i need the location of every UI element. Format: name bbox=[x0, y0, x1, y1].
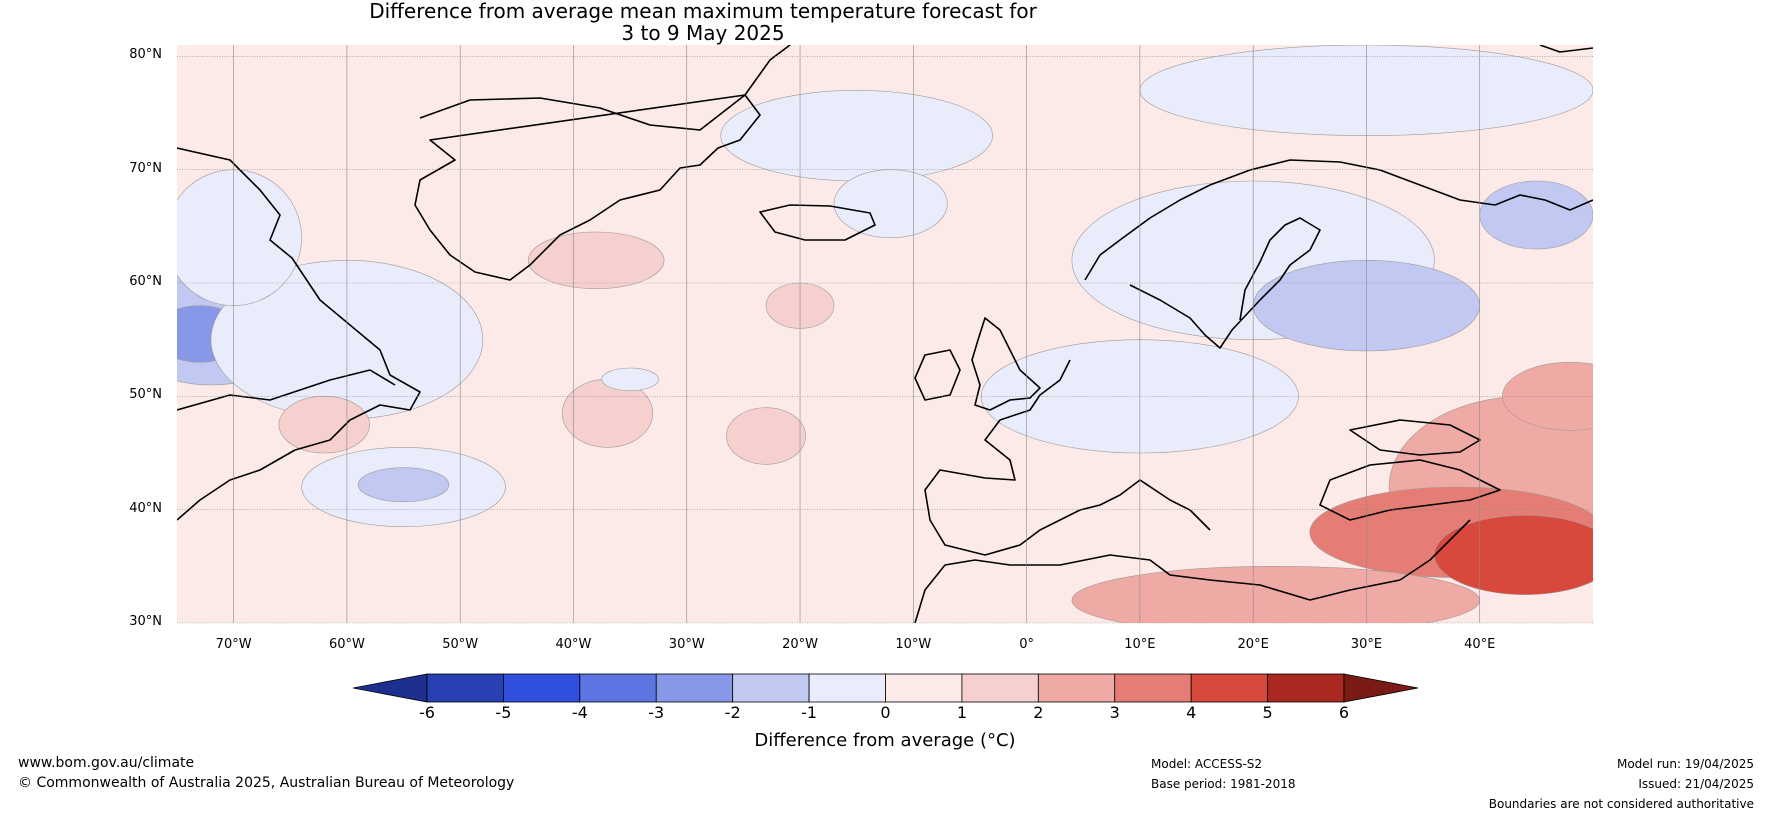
colorbar-tick-label: -6 bbox=[419, 703, 435, 722]
colorbar-tick-label: 1 bbox=[956, 703, 967, 722]
colorbar-tick-label: -5 bbox=[495, 703, 512, 722]
colorbar-tick-label: -3 bbox=[648, 703, 665, 722]
iceland-coastline bbox=[759, 204, 876, 241]
longitude-label: 70°W bbox=[215, 637, 252, 652]
turkey-coastline bbox=[1319, 419, 1501, 521]
longitude-label: 10°E bbox=[1124, 637, 1156, 652]
colorbar-tick-label: 3 bbox=[1109, 703, 1120, 722]
base-period-text: Base period: 1981-2018 bbox=[1151, 777, 1296, 791]
issued-text: Issued: 21/04/2025 bbox=[1638, 777, 1754, 791]
graticule bbox=[177, 45, 1593, 624]
latitude-label: 30°N bbox=[129, 614, 162, 629]
website-text: www.bom.gov.au/climate bbox=[18, 755, 195, 771]
anomaly-region-21 bbox=[1434, 515, 1593, 595]
latitude-label: 80°N bbox=[129, 47, 162, 63]
anomaly-region-8 bbox=[726, 407, 807, 465]
chart-title-line2: 3 to 9 May 2025 bbox=[621, 21, 785, 45]
anomaly-region-9 bbox=[527, 231, 665, 289]
colorbar-tick-label: 2 bbox=[1033, 703, 1044, 722]
colorbar-tick-label: 6 bbox=[1338, 703, 1350, 722]
latitude-label: 70°N bbox=[129, 160, 162, 176]
anomaly-region-11 bbox=[601, 367, 659, 391]
colorbar-tick-label: -2 bbox=[724, 703, 741, 722]
longitude-label: 30°W bbox=[668, 637, 705, 652]
chart-title-line1: Difference from average mean maximum tem… bbox=[369, 0, 1037, 23]
longitude-label: 20°E bbox=[1237, 637, 1269, 652]
longitude-label: 20°W bbox=[782, 637, 818, 652]
britain-coastline bbox=[914, 317, 1041, 411]
colorbar-tick-label: 0 bbox=[880, 703, 891, 722]
colorbar-tick-label: -1 bbox=[801, 703, 818, 722]
copyright-text: © Commonwealth of Australia 2025, Austra… bbox=[18, 775, 515, 791]
longitude-label: 50°W bbox=[442, 637, 479, 652]
anomaly-region-12 bbox=[720, 90, 993, 182]
longitude-label: 40°E bbox=[1464, 637, 1496, 652]
longitude-label: 0° bbox=[1019, 637, 1034, 652]
latitude-label: 50°N bbox=[129, 387, 162, 403]
colorbar-tick-label: 5 bbox=[1262, 703, 1273, 722]
arctic-coastline bbox=[1494, 45, 1593, 211]
colorbar-label: Difference from average (°C) bbox=[754, 730, 1016, 751]
greenland-coastline bbox=[414, 45, 791, 281]
latitude-label: 40°N bbox=[129, 500, 162, 516]
anomaly-region-5 bbox=[357, 467, 450, 503]
model-run-text: Model run: 19/04/2025 bbox=[1616, 757, 1754, 771]
disclaimer-text: Boundaries are not considered authoritat… bbox=[1488, 797, 1754, 811]
colorbar-tick-label: 4 bbox=[1186, 703, 1197, 722]
canada-coastline bbox=[177, 147, 421, 521]
africa-coastline bbox=[914, 519, 1471, 623]
longitude-label: 10°W bbox=[895, 637, 932, 652]
anomaly-region-13 bbox=[833, 169, 948, 238]
europe-coastline bbox=[924, 359, 1211, 556]
longitude-label: 30°E bbox=[1350, 637, 1383, 652]
anomaly-region-6 bbox=[278, 396, 370, 454]
anomaly-region-17 bbox=[1479, 180, 1593, 250]
anomaly-region-22 bbox=[1071, 566, 1480, 623]
scandinavia-coastline bbox=[1084, 159, 1496, 349]
latitude-label: 60°N bbox=[129, 274, 162, 289]
model-text: Model: ACCESS-S2 bbox=[1151, 757, 1263, 771]
longitude-label: 60°W bbox=[328, 637, 365, 652]
longitude-label: 40°W bbox=[555, 637, 592, 652]
colorbar-tick-label: -4 bbox=[571, 703, 588, 722]
coastlines bbox=[177, 45, 1593, 623]
